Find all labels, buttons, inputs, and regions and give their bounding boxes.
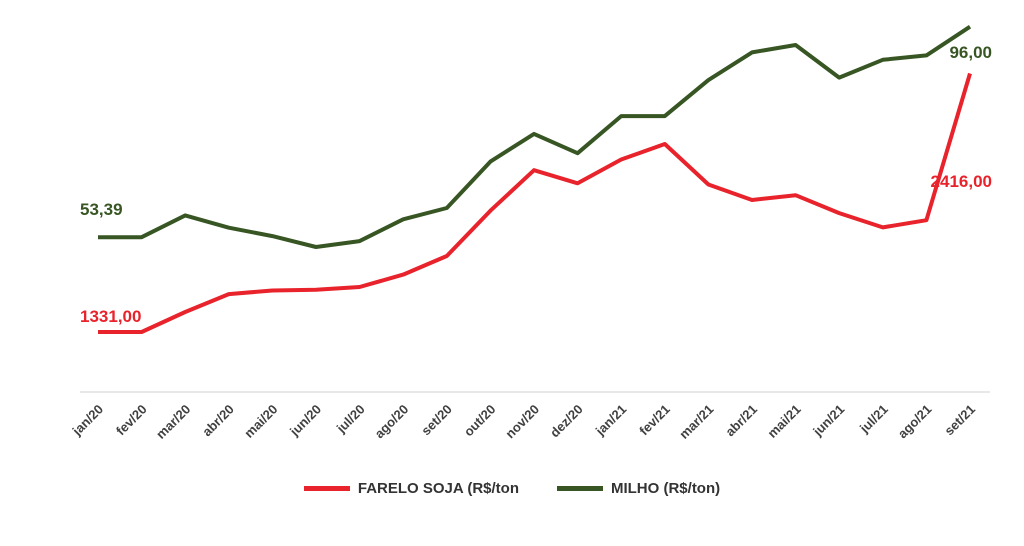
x-tick-label: mar/20 <box>153 402 193 442</box>
x-tick-label: jan/20 <box>69 402 106 439</box>
x-tick-label: mar/21 <box>676 402 716 442</box>
end-labels: 1331,00 2416,00 53,39 96,00 <box>80 43 992 326</box>
legend-item-milho: MILHO (R$/ton) <box>556 480 721 497</box>
x-tick-label: ago/21 <box>895 402 935 442</box>
x-tick-label: jun/21 <box>809 402 847 440</box>
x-tick-label: dez/20 <box>547 402 586 441</box>
x-tick-labels: jan/20 fev/20 mar/20 abr/20 mai/20 jun/20 jul/… <box>69 402 978 442</box>
legend: FARELO SOJA (R$/ton MILHO (R$/ton) <box>0 480 1024 497</box>
legend-label-milho: MILHO (R$/ton) <box>610 480 721 497</box>
series-line-farelo-soja <box>98 72 972 334</box>
legend-label-farelo: FARELO SOJA (R$/ton <box>357 480 519 497</box>
x-tick-label: abr/21 <box>722 402 760 440</box>
x-tick-label: abr/20 <box>199 402 237 440</box>
end-value-label: 96,00 <box>949 43 992 62</box>
x-tick-label: jun/20 <box>286 402 324 440</box>
start-value-label: 1331,00 <box>80 307 141 326</box>
series-lines <box>98 25 972 334</box>
x-tick-label: out/20 <box>461 402 499 440</box>
x-tick-label: mai/20 <box>241 402 280 441</box>
x-tick-label: mai/21 <box>764 402 803 441</box>
start-value-label: 53,39 <box>80 200 123 219</box>
x-tick-label: jul/21 <box>856 402 891 437</box>
series-line-milho <box>98 25 972 249</box>
x-tick-label: nov/20 <box>502 402 542 442</box>
x-tick-label: set/21 <box>941 402 978 439</box>
x-tick-label: fev/20 <box>113 402 150 439</box>
x-tick-label: set/20 <box>418 402 455 439</box>
legend-item-farelo: FARELO SOJA (R$/ton <box>303 480 519 497</box>
x-tick-label: ago/20 <box>372 402 412 442</box>
x-tick-label: jul/20 <box>333 402 368 437</box>
legend-swatch-farelo <box>303 486 350 491</box>
x-tick-label: jan/21 <box>592 402 629 439</box>
x-tick-label: fev/21 <box>636 402 673 439</box>
end-value-label: 2416,00 <box>931 172 992 191</box>
legend-swatch-milho <box>556 486 603 491</box>
